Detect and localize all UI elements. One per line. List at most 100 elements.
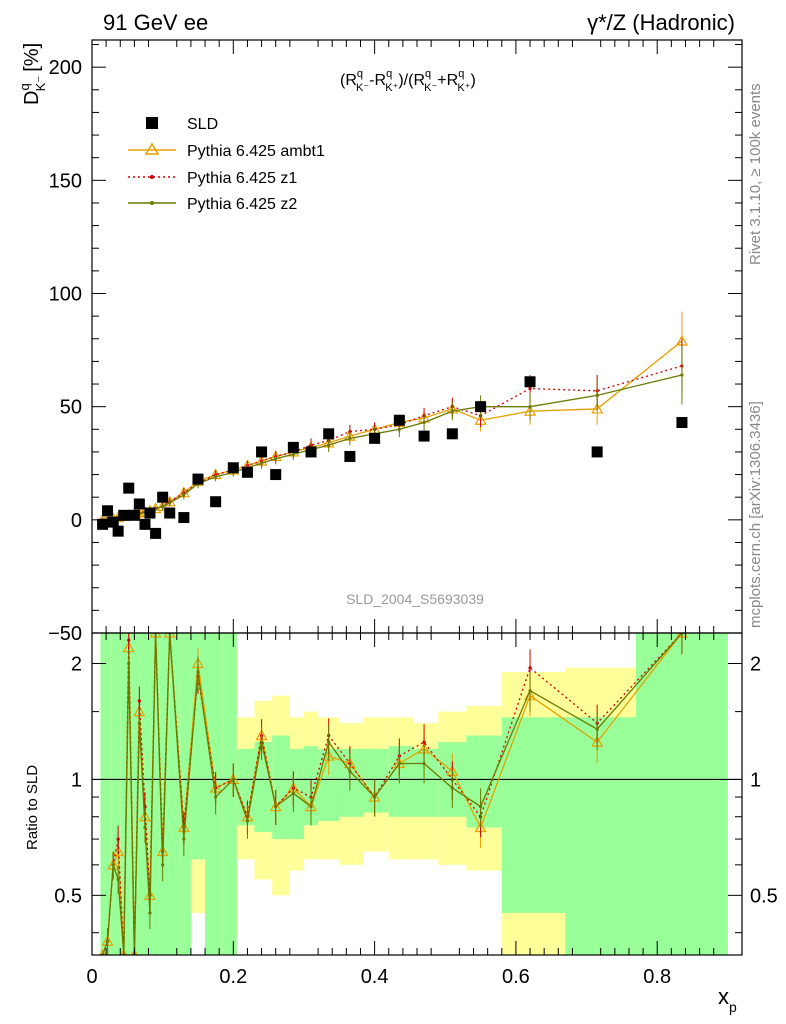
ratio-point-z2: [397, 761, 401, 766]
ratio-point-z2: [116, 877, 120, 882]
green-band: [339, 748, 365, 817]
legend-ambt1-label: Pythia 6.425 ambt1: [187, 143, 325, 160]
point-sld: [256, 446, 268, 458]
point-sld: [139, 518, 151, 530]
ylabel-d: D: [21, 91, 43, 105]
point-z2: [182, 493, 186, 497]
xtick-label: 0.4: [361, 966, 389, 988]
ratio-point-z2: [148, 911, 152, 915]
point-sld: [591, 446, 603, 458]
main-ytick-label: 150: [49, 170, 82, 192]
ratio-point-z1: [422, 740, 426, 744]
point-sld: [210, 496, 222, 508]
point-sld: [178, 512, 190, 524]
green-band: [222, 633, 237, 955]
main-ytick-label: 200: [49, 57, 82, 79]
ratio-plot: [92, 633, 742, 955]
point-z2: [422, 420, 426, 425]
main-ytick-label: 100: [49, 283, 82, 305]
green-band: [120, 633, 131, 955]
ratio-ytick-label-right: 2: [750, 653, 761, 675]
green-band: [466, 735, 502, 828]
ratio-point-z2: [309, 805, 313, 809]
point-sld: [107, 516, 119, 528]
point-sld: [446, 428, 458, 440]
point-z2: [214, 475, 218, 479]
point-sld: [393, 414, 405, 426]
watermark: SLD_2004_S5693039: [346, 591, 484, 607]
point-sld: [270, 469, 282, 481]
point-z2: [168, 501, 172, 505]
point-z2: [161, 505, 165, 509]
ratio-point-z2: [450, 786, 454, 790]
legend-sld-label: SLD: [187, 116, 218, 133]
ratio-ytick-label-right: 0.5: [750, 885, 778, 907]
point-z2: [291, 452, 295, 456]
point-sld: [123, 482, 135, 494]
green-band: [130, 633, 141, 955]
green-band: [501, 717, 566, 913]
point-sld: [418, 430, 430, 442]
point-z2: [274, 457, 278, 461]
ratio-point-z2: [231, 777, 235, 782]
green-band: [565, 717, 637, 955]
main-ylabel: DqK⁻ [%]: [17, 43, 48, 105]
ratio-point-z2: [327, 740, 331, 744]
ratio-point-z2: [105, 939, 110, 943]
ratio-point-z2: [245, 819, 250, 823]
point-z2: [680, 373, 684, 377]
point-sld: [102, 505, 114, 517]
point-sld: [227, 462, 239, 474]
ratio-point-z2: [373, 795, 377, 799]
main-plot: [96, 311, 688, 539]
point-sld: [524, 376, 536, 388]
point-sld: [192, 473, 204, 485]
legend-sld-marker: [146, 117, 158, 129]
ratio-point-z2: [111, 863, 115, 867]
point-sld: [118, 509, 130, 521]
xlabel: xp: [718, 984, 737, 1015]
green-band: [149, 633, 160, 955]
main-ytick-label: −50: [48, 623, 82, 645]
legend-ambt1-marker: [144, 142, 160, 155]
point-sld: [241, 466, 253, 478]
ratio-point-z2: [196, 670, 200, 674]
ratio-point-z2: [182, 837, 186, 841]
point-sld: [344, 450, 356, 462]
green-band: [413, 748, 439, 817]
legend-z1-marker: [150, 175, 154, 179]
main-ytick-label: 0: [71, 510, 82, 532]
xtick-label: 0.8: [643, 966, 671, 988]
point-sld: [144, 507, 156, 519]
ratio-point-z2: [595, 727, 599, 731]
legend: SLD Pythia 6.425 ambt1 Pythia 6.425 z1 P…: [128, 116, 325, 213]
point-z1: [528, 386, 532, 391]
green-band: [100, 633, 111, 955]
xtick-label: 0.6: [502, 966, 530, 988]
ratio-point-z2: [214, 795, 218, 799]
point-sld: [676, 417, 688, 429]
green-band: [180, 633, 191, 955]
point-sld: [287, 441, 299, 453]
green-band: [110, 633, 121, 955]
line-z1: [102, 365, 683, 521]
point-sld: [323, 428, 335, 440]
green-band: [254, 742, 273, 833]
ratio-point-z1: [127, 638, 131, 642]
ratio-point-z2: [291, 791, 295, 795]
ratio-point-z2: [422, 761, 426, 766]
ratio-point-z1: [137, 699, 141, 703]
side-label-mcplots: mcplots.cern.ch [arXiv:1306.3436]: [747, 401, 764, 628]
point-sld: [305, 446, 317, 458]
legend-z2-marker: [150, 201, 154, 205]
header-right: γ*/Z (Hadronic): [587, 10, 735, 35]
ratio-point-z2: [478, 805, 483, 809]
svg-text:DqK⁻[%]: DqK⁻ [%]: [17, 43, 48, 105]
ratio-line-z2: [101, 633, 683, 955]
point-z2: [595, 393, 599, 397]
point-z2: [348, 436, 352, 440]
green-band: [169, 633, 181, 955]
point-sld: [369, 432, 381, 444]
ratio-ytick-label-right: 1: [750, 769, 761, 791]
